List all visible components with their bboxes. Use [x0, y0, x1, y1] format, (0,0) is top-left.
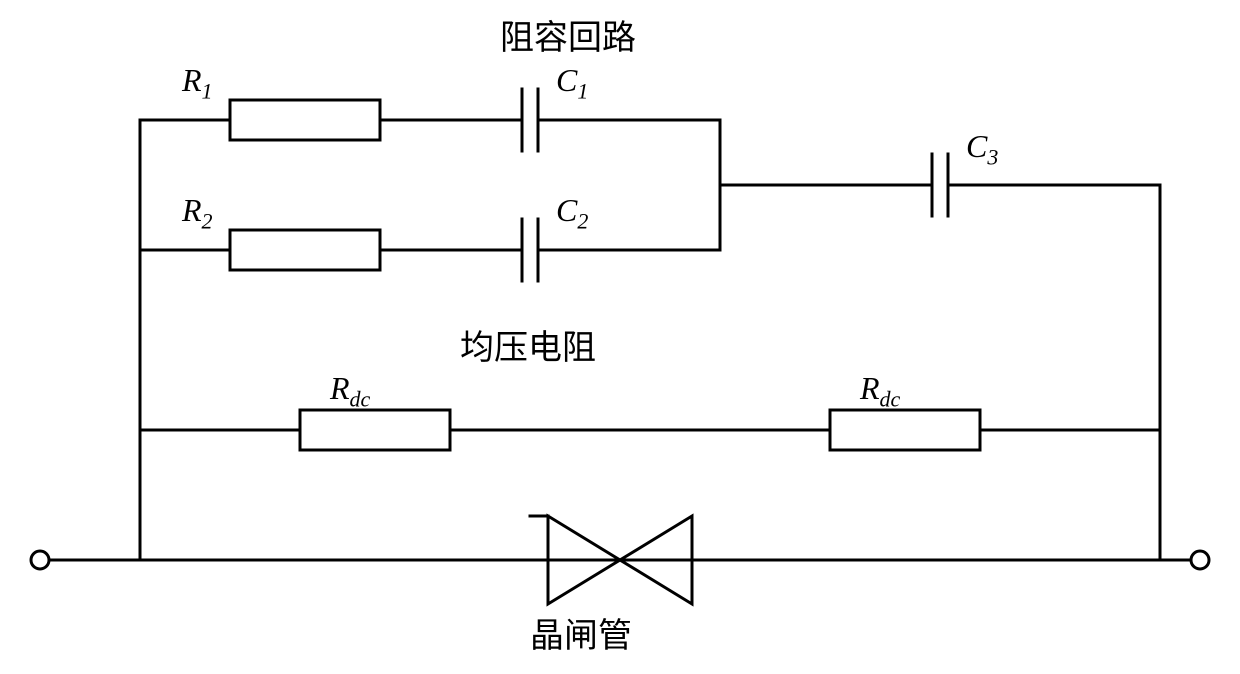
title-thyristor: 晶闸管 — [530, 608, 632, 657]
label-R2: R2 — [182, 192, 213, 234]
label-C1: C1 — [556, 62, 588, 104]
label-Rdc-b: Rdc — [860, 370, 900, 412]
label-C2: C2 — [556, 192, 588, 234]
label-Rdc-a: Rdc — [330, 370, 370, 412]
label-R1: R1 — [182, 62, 213, 104]
title-eq-res: 均压电阻 — [460, 320, 596, 369]
title-rc-loop: 阻容回路 — [500, 10, 636, 59]
label-C3: C3 — [966, 128, 998, 170]
